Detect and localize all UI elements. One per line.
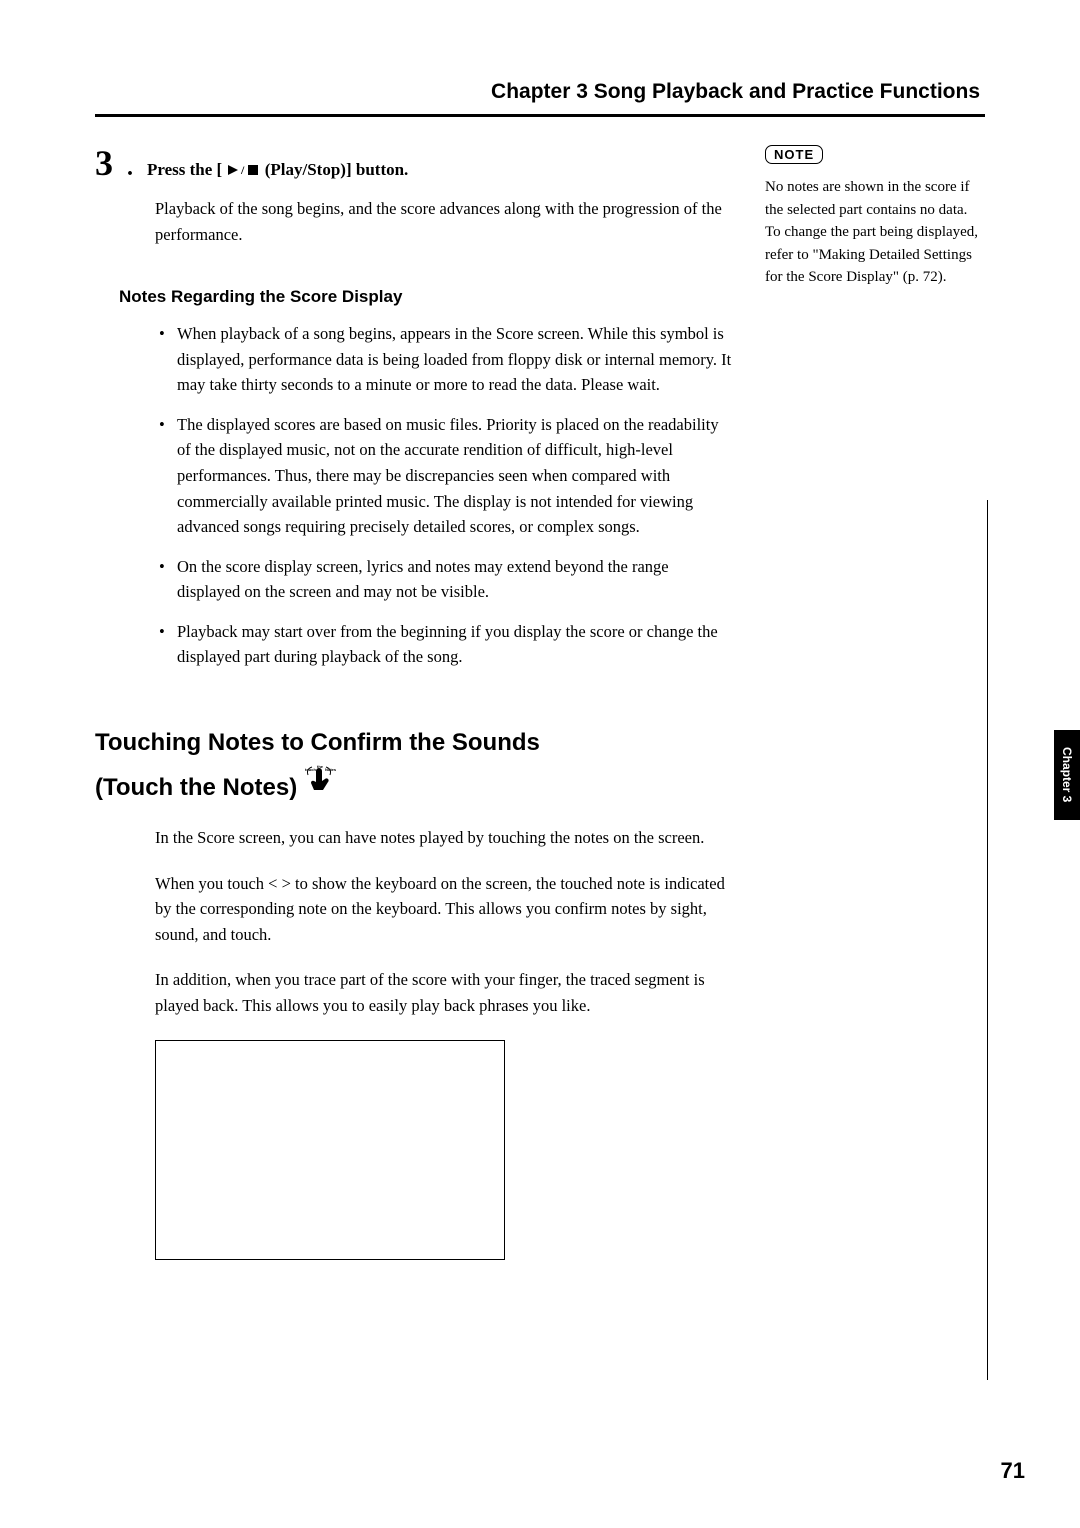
- page-number: 71: [1001, 1458, 1025, 1484]
- step-dot: .: [127, 155, 133, 182]
- step-text: Press the [ / (Play/Stop)] button.: [147, 160, 408, 181]
- notes-bullets: When playback of a song begins, appears …: [155, 321, 735, 670]
- header-rule: [95, 114, 985, 117]
- touch-p3: In addition, when you trace part of the …: [155, 967, 735, 1018]
- svg-text:Notes: Notes: [325, 767, 337, 772]
- notes-heading: Notes Regarding the Score Display: [119, 287, 735, 307]
- touch-notes-icon: touch Notes the: [303, 765, 337, 811]
- note-text: No notes are shown in the score if the s…: [765, 176, 985, 289]
- note-label: NOTE: [765, 145, 823, 164]
- side-column: NOTE No notes are shown in the score if …: [765, 145, 985, 1260]
- play-stop-icon: /: [228, 161, 258, 181]
- chapter-header: Chapter 3 Song Playback and Practice Fun…: [95, 80, 985, 104]
- main-column: 3 . Press the [ / (Play/Stop)] button. P…: [95, 145, 735, 1260]
- step-text-suffix: (Play/Stop)] button.: [265, 160, 409, 179]
- figure-placeholder: [155, 1040, 505, 1260]
- step-text-prefix: Press the [: [147, 160, 222, 179]
- list-item: Playback may start over from the beginni…: [155, 619, 735, 670]
- list-item: When playback of a song begins, appears …: [155, 321, 735, 398]
- svg-text:/: /: [240, 164, 245, 176]
- step-row: 3 . Press the [ / (Play/Stop)] button.: [95, 145, 735, 182]
- touch-title: Touching Notes to Confirm the Sounds (To…: [95, 720, 735, 811]
- touch-p1: In the Score screen, you can have notes …: [155, 825, 735, 851]
- svg-text:touch: touch: [305, 767, 316, 772]
- chapter-tab: Chapter 3: [1054, 730, 1080, 820]
- content-wrap: 3 . Press the [ / (Play/Stop)] button. P…: [95, 145, 985, 1260]
- list-item: On the score display screen, lyrics and …: [155, 554, 735, 605]
- step-number: 3: [95, 145, 113, 181]
- right-divider: [987, 500, 988, 1380]
- step-body: Playback of the song begins, and the sco…: [155, 196, 735, 247]
- list-item: The displayed scores are based on music …: [155, 412, 735, 540]
- touch-p2: When you touch < > to show the keyboard …: [155, 871, 735, 948]
- touch-title-line1: Touching Notes to Confirm the Sounds: [95, 720, 735, 766]
- touch-title-line2: (Touch the Notes): [95, 765, 297, 811]
- svg-text:the: the: [317, 765, 324, 769]
